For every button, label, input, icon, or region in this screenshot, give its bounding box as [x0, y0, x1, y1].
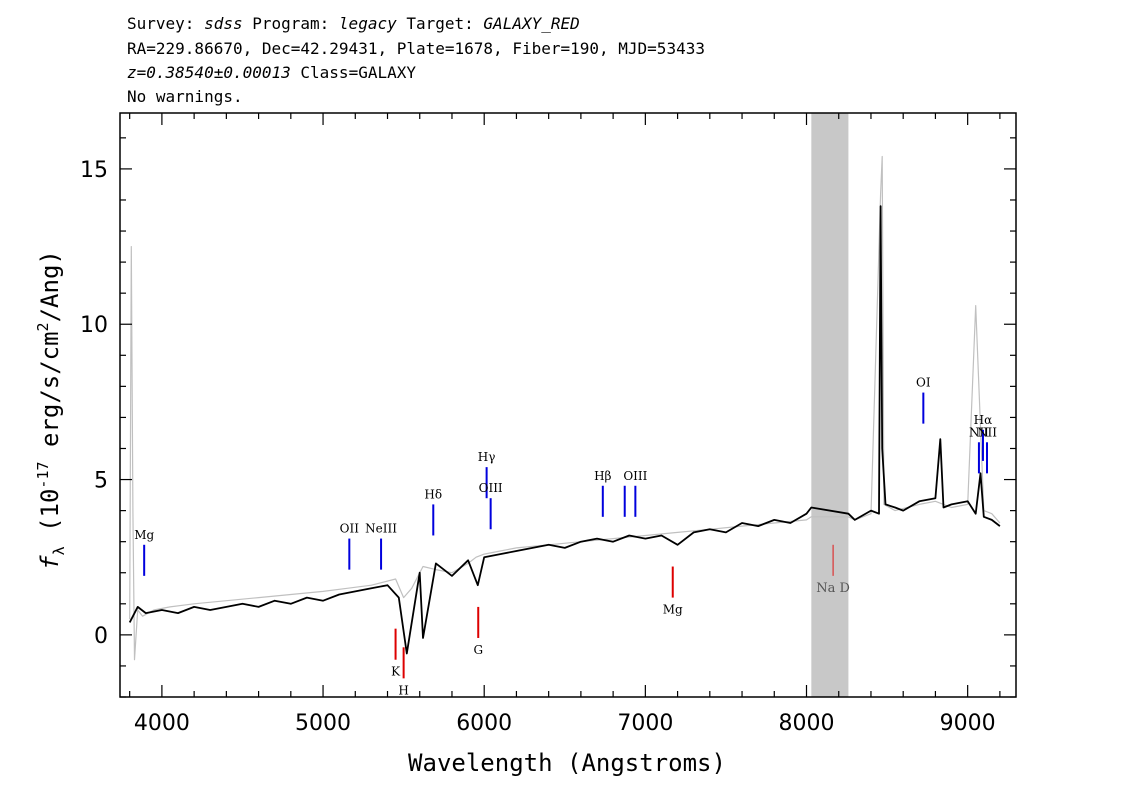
line-marker-label: NII — [977, 425, 997, 439]
line-marker-label: Hα — [974, 413, 993, 427]
masked-region-layer — [811, 113, 849, 697]
redshift-value: z=0.38540±0.00013 — [127, 63, 291, 82]
raw-spectrum-line — [129, 155, 1001, 661]
smoothed-spectrum-line — [128, 205, 1001, 655]
x-tick-label: 6000 — [456, 711, 512, 736]
y-tick-label: 0 — [94, 624, 108, 649]
header-line-4: No warnings. — [127, 87, 243, 106]
target-value: GALAXY_RED — [483, 14, 579, 33]
header-line-2: RA=229.86670, Dec=42.29431, Plate=1678, … — [127, 39, 705, 58]
line-marker-label: Mg — [663, 603, 683, 617]
survey-label: Survey: — [127, 14, 204, 33]
x-tick-label: 5000 — [295, 711, 351, 736]
program-label: Program: — [243, 14, 339, 33]
line-marker-label: Na D — [816, 581, 850, 596]
line-marker-label: K — [391, 665, 401, 679]
axes-layer: 4000 5000 6000 7000 8000 9000 0 5 10 15 — [80, 112, 1017, 736]
x-tick-label: 9000 — [940, 711, 996, 736]
header-line-1: Survey: sdss Program: legacy Target: GAL… — [127, 14, 580, 33]
program-value: legacy — [339, 14, 397, 33]
header-line-3: z=0.38540±0.00013 Class=GALAXY — [127, 63, 416, 82]
line-marker-label: OIII — [623, 469, 647, 483]
line-marker-label: Hβ — [594, 469, 611, 483]
line-marker-label: OII — [340, 522, 360, 536]
line-marker-label: Hγ — [478, 450, 496, 464]
line-marker-label: OI — [916, 376, 931, 390]
line-marker-label: OIII — [479, 481, 503, 495]
line-marker-label: Mg — [134, 528, 154, 542]
smoothed-spectrum-layer — [128, 205, 1001, 655]
x-tick-label: 4000 — [134, 711, 190, 736]
x-tick-label: 8000 — [779, 711, 835, 736]
y-tick-label: 10 — [80, 313, 108, 338]
line-marker-label: H — [398, 683, 408, 697]
survey-value: sdss — [204, 14, 243, 33]
x-tick-label: 7000 — [617, 711, 673, 736]
line-marker-label: Hδ — [424, 487, 442, 501]
y-axis-label: fλ (10-17 erg/s/cm2/Ang) — [34, 250, 68, 570]
class-value: Class=GALAXY — [291, 63, 417, 82]
x-axis-label: Wavelength (Angstroms) — [408, 749, 726, 777]
line-marker-label: NII — [969, 425, 989, 439]
line-marker-label: NeIII — [365, 522, 397, 536]
plot-frame — [119, 112, 1017, 698]
y-tick-label: 5 — [94, 469, 108, 494]
masked-region — [811, 113, 849, 697]
target-label: Target: — [397, 14, 484, 33]
line-marker-label: G — [473, 643, 483, 657]
raw-spectrum-layer — [129, 155, 1001, 661]
y-tick-label: 15 — [80, 158, 108, 183]
